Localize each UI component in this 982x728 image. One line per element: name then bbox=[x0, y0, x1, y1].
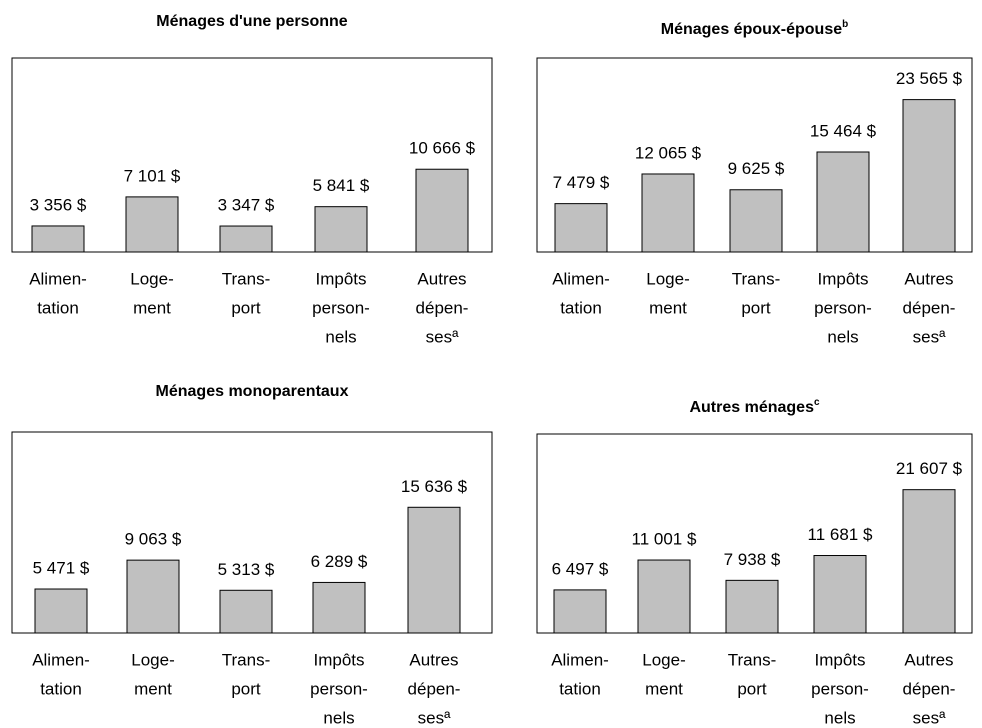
bar bbox=[312, 581, 366, 634]
bar bbox=[219, 589, 273, 634]
value-label: 5 841 $ bbox=[313, 176, 370, 195]
x-tick-label: Loge- bbox=[130, 269, 173, 288]
bar bbox=[641, 173, 695, 253]
chart-title: Ménages d'une personne bbox=[156, 13, 348, 30]
x-tick-label: sesª bbox=[418, 708, 451, 727]
x-tick-label: tation bbox=[559, 679, 601, 698]
x-tick-label: nels bbox=[325, 327, 356, 346]
title-note: b bbox=[842, 19, 848, 30]
x-tick-label: port bbox=[737, 679, 767, 698]
x-tick-label: tation bbox=[560, 298, 602, 317]
x-tick-label: port bbox=[231, 679, 261, 698]
x-tick-label: person- bbox=[312, 298, 370, 317]
title-note: c bbox=[814, 397, 820, 408]
x-tick-label: Autres bbox=[904, 650, 953, 669]
bar bbox=[725, 579, 779, 634]
x-tick-label: Alimen- bbox=[29, 269, 87, 288]
bar bbox=[813, 555, 867, 634]
x-tick-label: sesª bbox=[913, 327, 946, 346]
value-label: 21 607 $ bbox=[896, 459, 963, 478]
value-label: 9 063 $ bbox=[125, 530, 182, 549]
chart-title-text: Autres ménages bbox=[689, 399, 814, 416]
value-label: 3 347 $ bbox=[218, 196, 275, 215]
value-label: 3 356 $ bbox=[30, 195, 87, 214]
x-tick-label: person- bbox=[814, 298, 872, 317]
x-tick-label: nels bbox=[323, 708, 354, 727]
x-tick-label: Impôts bbox=[313, 650, 364, 669]
value-label: 7 101 $ bbox=[124, 166, 181, 185]
bar bbox=[126, 559, 180, 634]
value-label: 6 497 $ bbox=[552, 559, 609, 578]
x-tick-label: Impôts bbox=[814, 650, 865, 669]
x-tick-label: Loge- bbox=[131, 650, 174, 669]
x-tick-label: Loge- bbox=[646, 269, 689, 288]
x-tick-label: person- bbox=[310, 679, 368, 698]
x-tick-label: sesª bbox=[426, 327, 459, 346]
x-tick-label: Alimen- bbox=[552, 269, 610, 288]
value-label: 10 666 $ bbox=[409, 139, 476, 158]
chart-title: Autres ménagesc bbox=[689, 397, 820, 417]
value-label: 12 065 $ bbox=[635, 143, 702, 162]
x-tick-label: Loge- bbox=[642, 650, 685, 669]
bar bbox=[816, 151, 870, 253]
x-tick-label: nels bbox=[827, 327, 858, 346]
bar bbox=[415, 168, 469, 253]
x-tick-label: port bbox=[741, 298, 771, 317]
x-tick-label: Autres bbox=[409, 650, 458, 669]
x-tick-label: dépen- bbox=[903, 679, 956, 698]
x-tick-label: dépen- bbox=[903, 298, 956, 317]
x-tick-label: Trans- bbox=[728, 650, 777, 669]
x-tick-label: port bbox=[231, 298, 261, 317]
value-label: 5 471 $ bbox=[33, 558, 90, 577]
bar bbox=[31, 225, 85, 253]
x-tick-label: ment bbox=[645, 679, 683, 698]
x-tick-label: person- bbox=[811, 679, 869, 698]
chart-title: Ménages époux-épouseb bbox=[661, 19, 848, 39]
chart-title: Ménages monoparentaux bbox=[156, 383, 349, 400]
chart-title-text: Ménages monoparentaux bbox=[156, 383, 349, 400]
value-label: 9 625 $ bbox=[728, 159, 785, 178]
bar bbox=[125, 196, 179, 253]
bar bbox=[407, 506, 461, 634]
value-label: 5 313 $ bbox=[218, 560, 275, 579]
x-tick-label: tation bbox=[37, 298, 79, 317]
chart-title-text: Ménages d'une personne bbox=[156, 13, 348, 30]
x-tick-label: Impôts bbox=[817, 269, 868, 288]
bar bbox=[729, 189, 783, 253]
value-label: 7 479 $ bbox=[553, 173, 610, 192]
x-tick-label: Alimen- bbox=[32, 650, 90, 669]
x-tick-label: Trans- bbox=[222, 269, 271, 288]
bar bbox=[554, 203, 608, 253]
x-tick-label: ment bbox=[133, 298, 171, 317]
x-tick-label: dépen- bbox=[416, 298, 469, 317]
bar bbox=[314, 206, 368, 253]
bar bbox=[553, 589, 607, 634]
x-tick-label: sesª bbox=[913, 708, 946, 727]
x-tick-label: dépen- bbox=[408, 679, 461, 698]
x-tick-label: ment bbox=[649, 298, 687, 317]
x-tick-label: Alimen- bbox=[551, 650, 609, 669]
x-tick-label: ment bbox=[134, 679, 172, 698]
x-tick-label: Impôts bbox=[315, 269, 366, 288]
value-label: 15 636 $ bbox=[401, 477, 468, 496]
x-tick-label: Trans- bbox=[222, 650, 271, 669]
value-label: 23 565 $ bbox=[896, 69, 963, 88]
bar bbox=[34, 588, 88, 634]
value-label: 7 938 $ bbox=[724, 550, 781, 569]
value-label: 15 464 $ bbox=[810, 121, 877, 140]
chart-title-text: Ménages époux-épouse bbox=[661, 21, 842, 38]
value-label: 11 001 $ bbox=[632, 530, 697, 549]
bar bbox=[219, 225, 273, 253]
bar bbox=[637, 559, 691, 634]
bar bbox=[902, 99, 956, 253]
bar bbox=[902, 489, 956, 634]
x-tick-label: Autres bbox=[417, 269, 466, 288]
value-label: 6 289 $ bbox=[311, 552, 368, 571]
x-tick-label: nels bbox=[824, 708, 855, 727]
value-label: 11 681 $ bbox=[808, 525, 873, 544]
x-tick-label: tation bbox=[40, 679, 82, 698]
x-tick-label: Autres bbox=[904, 269, 953, 288]
x-tick-label: Trans- bbox=[732, 269, 781, 288]
